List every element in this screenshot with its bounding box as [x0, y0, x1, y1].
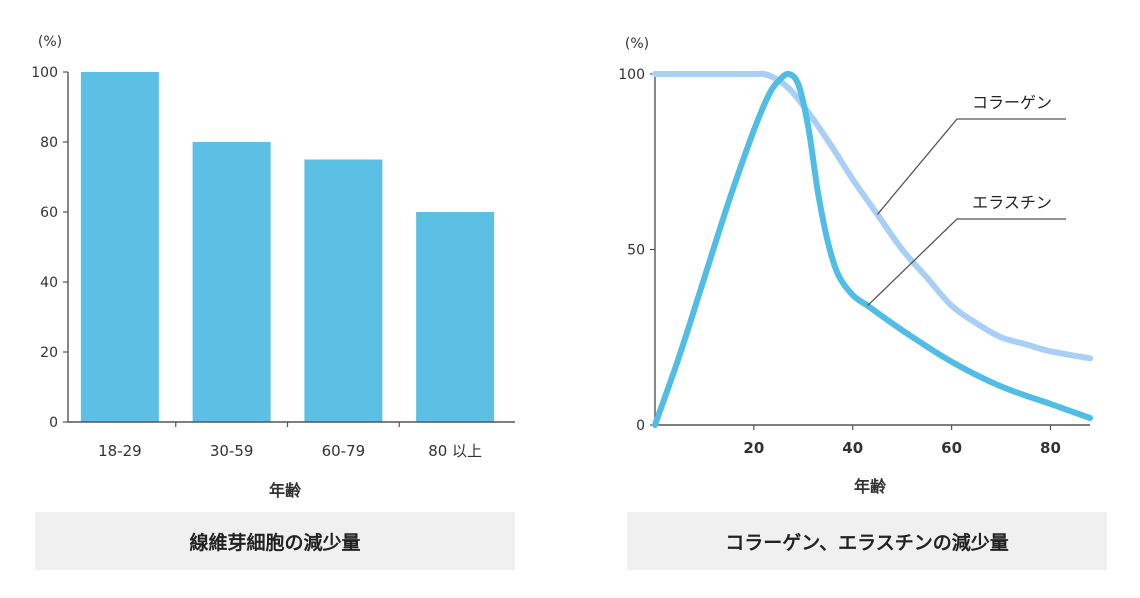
x-tick-label: 60-79 [322, 442, 366, 460]
y-tick-label: 0 [636, 418, 645, 434]
collagen-leader-line [876, 118, 1066, 215]
y-tick-label: 60 [40, 205, 58, 221]
y-tick-label: 50 [627, 243, 645, 259]
fibroblast-bar-chart: (%) 0 20 40 60 80 100 18-29 30-59 60-79 80 以上 年齢 [31, 34, 515, 500]
y-tick-label: 0 [49, 415, 58, 431]
collagen-series-label: コラーゲン [972, 93, 1052, 112]
y-tick-label: 100 [618, 67, 645, 83]
collagen-elastin-chart-caption: コラーゲン、エラスチンの減少量 [627, 512, 1107, 570]
x-axis-label: 年齢 [854, 477, 887, 496]
x-tick-label: 80 [1040, 439, 1061, 457]
x-tick-label: 80 以上 [428, 442, 482, 460]
elastin-line [652, 70, 1093, 428]
elastin-series-label: エラスチン [972, 193, 1052, 212]
elastin-leader-line [867, 218, 1066, 307]
x-axis-label: 年齢 [269, 481, 302, 500]
y-tick-label: 100 [31, 65, 58, 81]
bar-80以上 [416, 212, 495, 422]
x-tick-label: 18-29 [98, 442, 142, 460]
x-tick-label: 60 [941, 439, 962, 457]
y-unit-label: (%) [625, 36, 649, 52]
x-tick-label: 40 [842, 439, 863, 457]
y-tick-label: 80 [40, 135, 58, 151]
fibroblast-chart-caption: 線維芽細胞の減少量 [35, 512, 515, 570]
collagen-line [652, 70, 1093, 362]
bar-18-29 [80, 72, 159, 422]
y-tick-label: 20 [40, 345, 58, 361]
y-unit-label: (%) [38, 34, 62, 50]
x-tick-label: 30-59 [210, 442, 254, 460]
x-tick-label: 20 [743, 439, 764, 457]
y-tick-label: 40 [40, 275, 58, 291]
bar-30-59 [192, 142, 271, 422]
bar-60-79 [304, 159, 383, 422]
